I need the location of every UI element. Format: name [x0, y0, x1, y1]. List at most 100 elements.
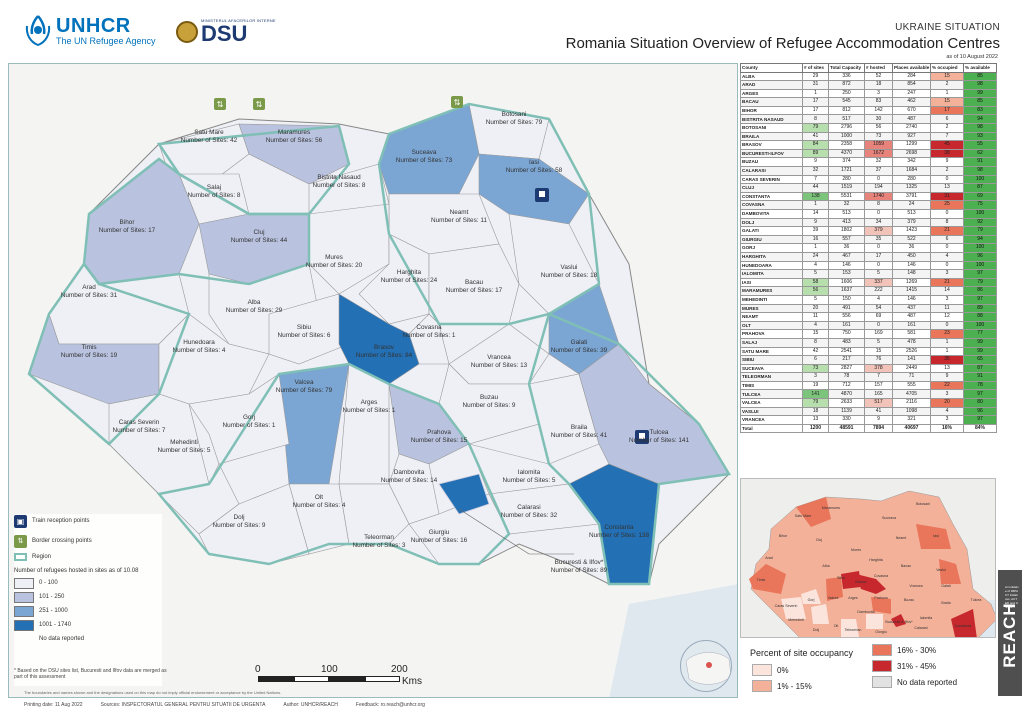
table-cell: 97	[963, 389, 997, 400]
train-icon: ▣	[14, 514, 27, 528]
table-cell: 483	[828, 337, 865, 348]
county-maramures[interactable]	[238, 123, 350, 185]
table-cell: 141	[892, 355, 931, 365]
table-row: PRAHOVA 15 750 169 581 23 77	[740, 329, 997, 339]
county-teleorman[interactable]	[338, 483, 410, 545]
border-crossing-icon: ⇅	[253, 98, 265, 110]
table-cell-county: TULCEA	[740, 389, 803, 400]
border-crossing-icon: ⇅	[451, 96, 463, 108]
table-cell-county: GORJ	[740, 243, 803, 253]
table-cell: 87	[963, 183, 997, 193]
table-row: MURES 20 491 54 437 11 89	[740, 303, 997, 314]
table-header: % available	[963, 63, 997, 73]
county-sibiu[interactable]	[268, 293, 350, 365]
table-cell: 18	[802, 406, 829, 417]
table-cell: 0	[864, 174, 893, 185]
table-cell: 555	[892, 380, 931, 391]
occ-county-label: Sibiu	[837, 576, 845, 580]
occupancy-map-svg: Satu Mare Maramures Botosani Suceava Iasi Bih…	[741, 479, 995, 637]
table-row: SALAJ 8 483 5 478 1 99	[740, 337, 997, 348]
county-brasov[interactable]	[338, 293, 420, 385]
table-cell: 462	[892, 97, 931, 107]
table-cell: 41	[802, 131, 829, 142]
table-cell: 15	[930, 71, 964, 82]
occ-legend-16-30: 16% - 30%	[872, 644, 936, 656]
table-cell: 91	[963, 157, 997, 168]
legend-region: Region	[14, 550, 162, 564]
table-cell: 0	[930, 174, 964, 185]
table-row: TIMIS 19 712 157 555 22 78	[740, 380, 997, 391]
table-cell: 522	[892, 234, 931, 245]
table-cell: 11	[802, 312, 829, 322]
county-sites-label: Number of Sites: 4	[173, 347, 226, 354]
table-cell: 8	[930, 217, 964, 228]
table-cell: 36	[892, 243, 931, 253]
county-label: Dolj	[233, 514, 244, 521]
table-cell: 1	[930, 88, 964, 99]
table-cell: 2541	[828, 346, 865, 357]
table-cell: 9	[802, 157, 829, 168]
table-cell: 321	[892, 415, 931, 425]
occ-county-label: Harghita	[869, 558, 883, 562]
table-row: GIURGIU 16 557 35 522 6 94	[740, 234, 997, 245]
county-label: Galati	[571, 339, 588, 346]
county-sites-label: Number of Sites: 5	[158, 447, 211, 454]
feedback-link[interactable]: Feedback: ro.reach@unhcr.org	[355, 702, 425, 708]
table-cell: 1	[802, 243, 829, 253]
table-cell: 5	[864, 269, 893, 279]
table-cell: 31	[930, 191, 964, 202]
table-cell: 1	[930, 346, 964, 357]
county-sites-label: Number of Sites: 17	[99, 227, 156, 234]
table-cell: 99	[963, 337, 997, 348]
table-cell: 3	[930, 269, 964, 279]
table-cell-county: BACAU	[740, 97, 803, 107]
county-sites-label: Number of Sites: 11	[431, 217, 487, 224]
county-sites-label: Number of Sites: 13	[471, 362, 528, 369]
table-cell: 24	[802, 251, 829, 262]
occ-county-label: Prahova	[874, 596, 887, 600]
occ-county-label: Gorj	[808, 598, 815, 602]
county-sites-label: Number of Sites: 18	[541, 272, 598, 279]
table-row: MEHEDINTI 5 150 4 146 3 97	[740, 294, 997, 305]
table-total-cell: 1200	[802, 423, 829, 434]
table-cell: 556	[828, 312, 865, 322]
table-cell: 165	[864, 389, 893, 400]
table-cell: 54	[864, 303, 893, 314]
occ-county-label: Suceava	[882, 516, 896, 520]
table-cell: 141	[802, 389, 829, 400]
table-row: SIBIU 6 217 76 141 35 65	[740, 355, 997, 365]
table-cell: 19	[802, 380, 829, 391]
table-cell-county: TIMIS	[740, 380, 803, 391]
table-cell: 5	[802, 294, 829, 305]
table-cell: 23	[930, 329, 964, 339]
table-total-cell: 84%	[963, 423, 997, 434]
county-label: Mehedinti	[170, 439, 198, 446]
table-cell: 2796	[828, 123, 865, 133]
county-label: Olt	[315, 494, 323, 501]
table-cell-county: VASLUI	[740, 406, 803, 417]
svg-text:⇅: ⇅	[256, 100, 263, 109]
table-cell: 36	[828, 243, 865, 253]
reach-tagline: An initiative of IMPACT Initiatives, ACT…	[1005, 585, 1019, 609]
dsu-name: DSU	[201, 21, 248, 46]
table-cell-county: ARAD	[740, 80, 803, 90]
county-bucuresti-ilfov[interactable]	[438, 473, 490, 515]
table-cell: 4870	[828, 389, 865, 400]
occ-county-label: Caras Severin	[775, 604, 798, 608]
table-cell: 15	[930, 97, 964, 107]
county-sites-label: Number of Sites: 56	[266, 137, 323, 144]
table-cell-county: COVASNA	[740, 200, 803, 210]
county-label: Hunedoara	[183, 339, 215, 346]
occ-county-label: Timis	[757, 578, 766, 582]
table-cell: 100	[963, 174, 997, 185]
table-cell: 8	[802, 114, 829, 125]
table-cell: 1000	[828, 131, 865, 142]
table-row: CLUJ 44 1519 194 1325 13 87	[740, 183, 997, 193]
table-cell: 17	[930, 105, 964, 116]
table-cell: 169	[864, 329, 893, 339]
table-cell: 73	[864, 131, 893, 142]
table-cell-county: CALARASI	[740, 166, 803, 176]
occ-county-label: Mures	[851, 548, 861, 552]
table-cell: 41	[864, 406, 893, 417]
table-cell: 1740	[864, 191, 893, 202]
